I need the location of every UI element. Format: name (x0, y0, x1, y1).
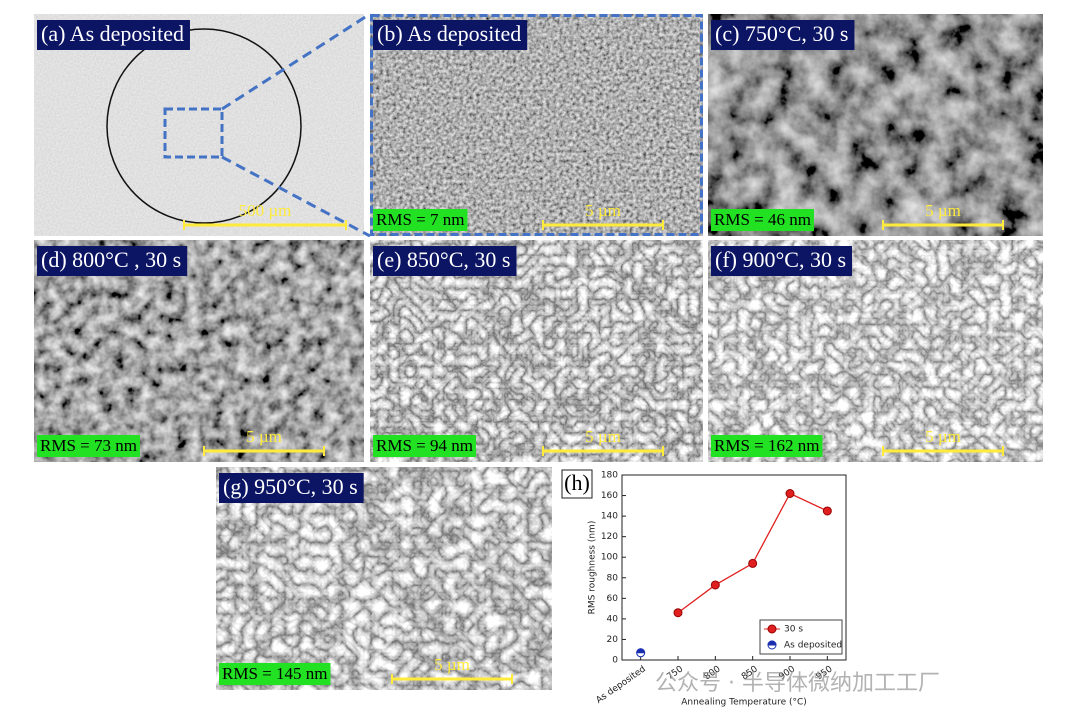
plot-frame (621, 474, 847, 661)
panel-label: (a) As deposited (41, 21, 184, 46)
legend-label: As deposited (784, 641, 842, 651)
scale-label: 5 µm (434, 655, 470, 674)
rms-label: RMS = 7 nm (376, 210, 464, 229)
rms-box (711, 435, 823, 457)
rms-box (373, 435, 476, 457)
x-tick-label: As deposited (594, 664, 647, 706)
label-box (37, 246, 188, 276)
scale-label: 5 µm (585, 427, 621, 446)
sem-image (708, 240, 1043, 462)
label-box (219, 473, 364, 503)
zoom-line (221, 155, 371, 238)
y-axis-label: RMS roughness (nm) (588, 521, 598, 615)
sem-panel: (d) 800°C , 30 s RMS = 73 nm 5 µm (34, 240, 364, 462)
sem-image (34, 14, 364, 236)
y-tick-label: 20 (607, 635, 619, 645)
label-box (711, 20, 855, 50)
rms-label: RMS = 145 nm (222, 664, 327, 683)
zoom-frame (370, 14, 703, 236)
label-box (373, 246, 517, 276)
y-tick-label: 140 (601, 512, 618, 522)
rms-box (711, 209, 814, 231)
point (673, 608, 683, 618)
zoom-line (221, 12, 371, 111)
scale-label: 5 µm (585, 201, 621, 220)
sem-panel: (f) 900°C, 30 s RMS = 162 nm 5 µm (708, 240, 1043, 462)
watermark: 公众号 · 半导体微纳加工工厂 (655, 671, 940, 696)
y-tick-label: 80 (607, 573, 619, 583)
rms-label: RMS = 162 nm (714, 436, 819, 455)
sem-image (708, 14, 1043, 236)
sem-panel: (e) 850°C, 30 s RMS = 94 nm 5 µm (370, 240, 703, 462)
sample-outline (106, 28, 302, 224)
panel-label: (h) (564, 470, 590, 495)
point (785, 489, 795, 498)
panel-label: (b) As deposited (377, 21, 521, 46)
panel-label: (d) 800°C , 30 s (41, 247, 181, 272)
legend-label: 30 s (784, 625, 803, 635)
rms-box (219, 663, 331, 685)
label-box (373, 20, 528, 50)
scale-label: 5 µm (246, 427, 282, 446)
panel-label: (c) 750°C, 30 s (715, 21, 848, 46)
half-circle-marker (636, 648, 646, 654)
y-tick-label: 160 (601, 491, 618, 501)
scale-label: 500 µm (239, 201, 292, 220)
label-box (711, 246, 853, 276)
scale-label: 5 µm (925, 427, 961, 446)
y-tick-label: 100 (601, 553, 618, 563)
sem-image (216, 467, 552, 690)
panel-label: (e) 850°C, 30 s (377, 247, 510, 272)
rms-box (37, 435, 140, 457)
sem-panel: (a) As deposited 500 µm (34, 12, 371, 238)
sem-panel: (g) 950°C, 30 s RMS = 145 nm 5 µm (216, 467, 552, 690)
zoom-box (163, 107, 224, 159)
panel-label: (g) 950°C, 30 s (223, 474, 358, 499)
rms-label: RMS = 73 nm (40, 436, 137, 455)
x-axis-label: Annealing Temperature (°C) (681, 698, 807, 708)
sem-panel: (b) As deposited RMS = 7 nm 5 µm (370, 14, 703, 236)
y-tick-label: 180 (601, 471, 618, 481)
point (822, 506, 832, 516)
point (748, 558, 758, 568)
sem-panel: (c) 750°C, 30 s RMS = 46 nm 5 µm (708, 14, 1043, 236)
point (767, 624, 777, 634)
y-tick-label: 60 (607, 594, 619, 604)
half-circle-marker (767, 640, 777, 646)
rms-label: RMS = 46 nm (714, 210, 811, 229)
point (710, 580, 720, 590)
rms-label: RMS = 94 nm (376, 436, 473, 455)
y-tick-label: 40 (607, 614, 619, 624)
sem-image (34, 240, 364, 462)
series-line (677, 492, 828, 614)
panel-label-box (561, 469, 593, 499)
y-tick-label: 120 (601, 532, 618, 542)
label-box (37, 20, 190, 50)
rms-box (373, 209, 468, 231)
scale-label: 5 µm (925, 201, 961, 220)
sem-image (370, 240, 703, 462)
panel-label: (f) 900°C, 30 s (715, 247, 846, 272)
sem-image (370, 14, 703, 236)
y-tick-label: 0 (612, 656, 618, 666)
